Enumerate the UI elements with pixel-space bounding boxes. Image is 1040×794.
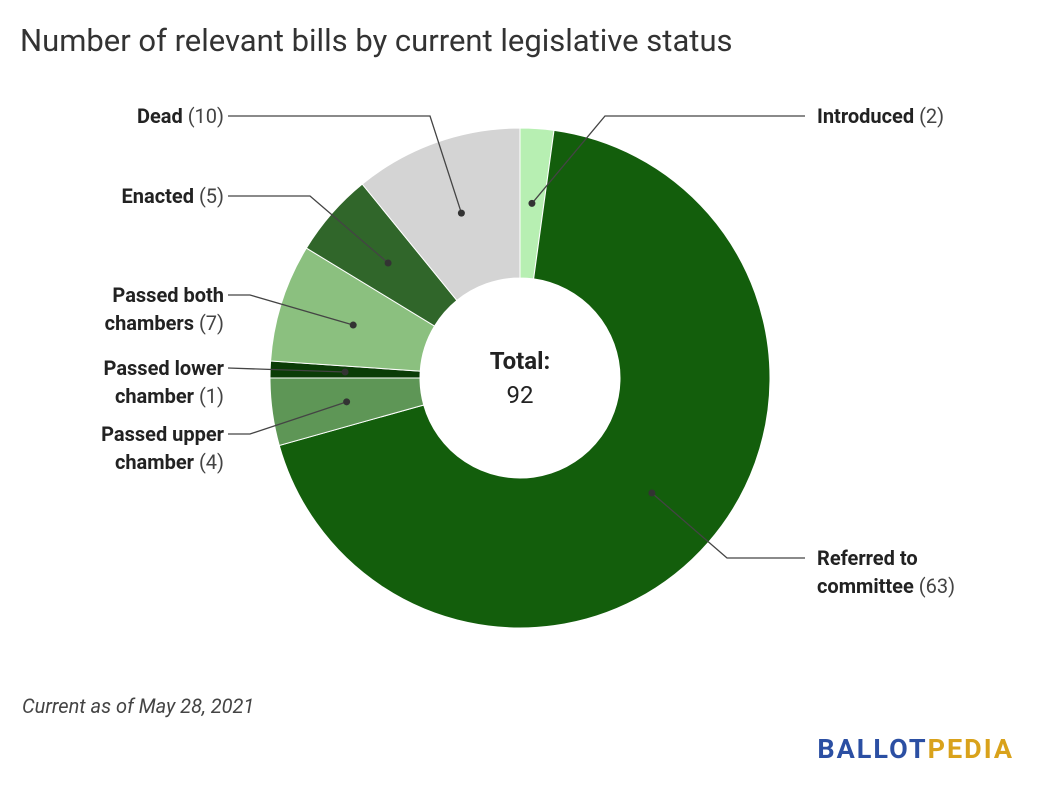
leader-line	[228, 195, 389, 264]
chart-title: Number of relevant bills by current legi…	[20, 22, 733, 59]
slice-label: Introduced (2)	[817, 102, 992, 130]
slice-label: Passed both chambers (7)	[64, 281, 224, 337]
leader-dot	[343, 398, 351, 406]
leader-line	[228, 401, 347, 435]
leader-line	[651, 492, 805, 559]
slice-label: Enacted (5)	[64, 182, 224, 210]
center-label: Total: 92	[440, 344, 600, 412]
leader-dot	[349, 321, 357, 329]
leader-dot	[528, 199, 536, 207]
logo: BALLOTPEDIA	[817, 733, 1014, 765]
slice-label: Passed upper chamber (4)	[59, 420, 224, 476]
leader-dot	[341, 368, 349, 376]
footnote: Current as of May 28, 2021	[22, 694, 255, 718]
category-name: Passed lower chamber	[103, 356, 224, 408]
donut-slice	[278, 129, 771, 629]
leader-dot	[384, 259, 392, 267]
value-label: (4)	[198, 450, 224, 474]
value-label: (5)	[198, 184, 224, 208]
value-label: (7)	[198, 311, 224, 335]
leader-dot	[457, 209, 465, 217]
leader-line	[531, 115, 805, 204]
slice-label: Referred to committee (63)	[817, 544, 992, 600]
donut-slice	[361, 127, 521, 302]
category-name: Passed upper chamber	[101, 422, 224, 474]
logo-part: BALLOT	[817, 733, 928, 765]
value-label: (1)	[198, 384, 224, 408]
value-label: (10)	[187, 104, 224, 128]
category-name: Passed both chambers	[104, 283, 224, 335]
leader-line	[228, 115, 463, 214]
leader-dot	[648, 489, 656, 497]
leader-line	[227, 367, 346, 373]
logo-part: PEDIA	[927, 733, 1014, 765]
category-name: Dead	[136, 104, 183, 128]
slice-label: Dead (10)	[64, 102, 224, 130]
total-value: 92	[506, 381, 534, 409]
category-name: Introduced	[817, 104, 915, 128]
category-name: Enacted	[121, 184, 194, 208]
leader-line	[228, 294, 354, 326]
slice-label: Passed lower chamber (1)	[64, 354, 224, 410]
value-label: (63)	[918, 574, 956, 598]
total-label: Total:	[489, 347, 551, 375]
value-label: (2)	[919, 104, 945, 128]
category-name: Referred to committee	[817, 546, 918, 598]
